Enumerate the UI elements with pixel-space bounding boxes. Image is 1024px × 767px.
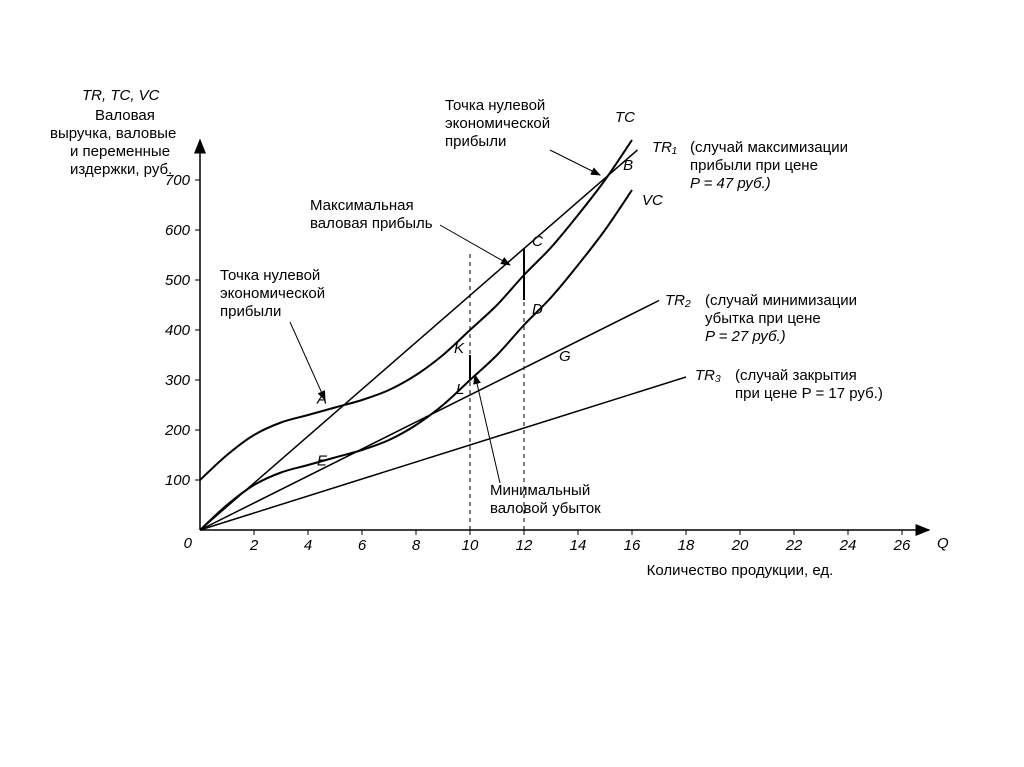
y-axis-title-3: выручка, валовые (50, 125, 176, 142)
tr1-desc-1: (случай максимизации (690, 139, 848, 156)
tr3-line (200, 377, 686, 530)
tr2-desc-1: (случай минимизации (705, 292, 857, 309)
arrow-min-loss (475, 375, 500, 483)
svg-text:22: 22 (785, 537, 803, 554)
anno-zero-profit-left-1: Точка нулевой (220, 267, 320, 284)
tr2-desc-3: P = 27 руб.) (705, 328, 786, 345)
svg-text:100: 100 (165, 472, 191, 489)
svg-text:18: 18 (678, 537, 695, 554)
y-axis-title-4: и переменные (70, 143, 170, 160)
svg-text:2: 2 (249, 537, 259, 554)
svg-text:400: 400 (165, 322, 191, 339)
svg-text:12: 12 (516, 537, 533, 554)
y-axis-title-5: издержки, руб. (70, 161, 172, 178)
anno-zero-profit-top-2: экономической (445, 115, 550, 132)
tr1-line (200, 150, 637, 530)
svg-text:8: 8 (412, 537, 421, 554)
anno-zero-profit-top-3: прибыли (445, 133, 506, 150)
y-axis-title-2: Валовая (95, 107, 155, 124)
tc-label: TC (615, 109, 635, 126)
anno-max-profit-1: Максимальная (310, 197, 414, 214)
svg-text:500: 500 (165, 272, 191, 289)
tr1-desc-2: прибыли при цене (690, 157, 818, 174)
point-g: G (559, 348, 571, 365)
tr2-label: TR₂ (665, 292, 691, 309)
svg-text:14: 14 (570, 537, 587, 554)
vc-label: VC (642, 192, 663, 209)
x-axis-title: Количество продукции, ед. (647, 562, 834, 579)
anno-min-loss-2: валовой убыток (490, 500, 601, 517)
tr1-label: TR₁ (652, 139, 677, 156)
tr3-desc-2: при цене P = 17 руб.) (735, 385, 883, 402)
anno-zero-profit-left-3: прибыли (220, 303, 281, 320)
anno-max-profit-2: валовая прибыль (310, 215, 433, 232)
point-c: C (532, 233, 543, 250)
point-e: E (317, 453, 328, 470)
y-axis-title-1: TR, TC, VC (82, 87, 160, 104)
economics-chart: 100200300400500600700 246810121416182022… (60, 80, 960, 680)
arrow-zero-profit-left (290, 322, 325, 400)
tr3-label: TR₃ (695, 367, 721, 384)
chart-svg: 100200300400500600700 246810121416182022… (60, 80, 960, 680)
svg-text:4: 4 (304, 537, 312, 554)
svg-text:24: 24 (839, 537, 857, 554)
origin-label: 0 (184, 535, 193, 552)
svg-text:10: 10 (462, 537, 479, 554)
tr2-desc-2: убытка при цене (705, 310, 821, 327)
arrow-zero-profit-top (550, 150, 600, 175)
x-axis-symbol: Q (937, 535, 949, 552)
svg-text:26: 26 (893, 537, 911, 554)
svg-text:300: 300 (165, 372, 191, 389)
y-ticks: 100200300400500600700 (164, 172, 200, 489)
svg-text:20: 20 (731, 537, 749, 554)
tr3-desc-1: (случай закрытия (735, 367, 857, 384)
point-k: K (454, 340, 465, 357)
anno-min-loss-1: Минимальный (490, 482, 590, 499)
svg-text:16: 16 (624, 537, 641, 554)
tr1-desc-3: P = 47 руб.) (690, 175, 771, 192)
anno-zero-profit-top-1: Точка нулевой (445, 97, 545, 114)
point-b: B (623, 157, 633, 174)
point-l: L (456, 381, 464, 398)
arrow-max-profit (440, 225, 510, 265)
svg-text:200: 200 (164, 422, 191, 439)
svg-text:6: 6 (358, 537, 367, 554)
x-ticks: 2468101214161820222426 (249, 530, 911, 554)
svg-text:600: 600 (165, 222, 191, 239)
anno-zero-profit-left-2: экономической (220, 285, 325, 302)
point-d: D (532, 301, 543, 318)
